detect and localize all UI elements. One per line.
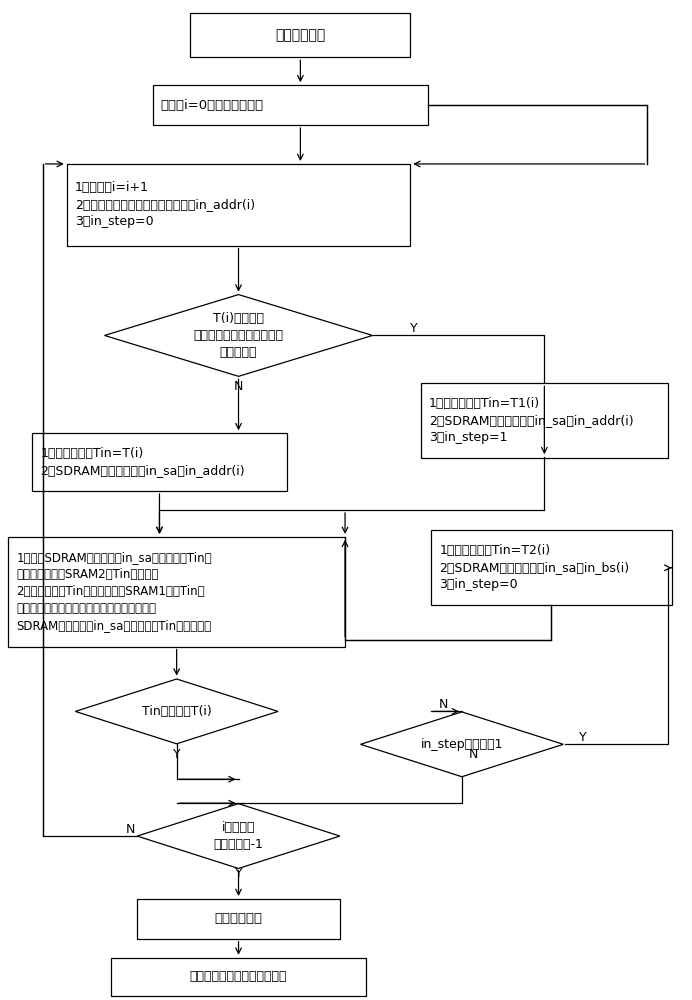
Text: Y: Y xyxy=(410,322,418,335)
FancyBboxPatch shape xyxy=(111,958,365,996)
Text: 集中刷新阶段: 集中刷新阶段 xyxy=(215,912,262,925)
Text: i是否等于
最大支路数-1: i是否等于 最大支路数-1 xyxy=(214,821,264,851)
Polygon shape xyxy=(137,804,340,868)
Text: Tin是否等于T(i): Tin是否等于T(i) xyxy=(142,705,212,718)
Text: 卷积交织开始: 卷积交织开始 xyxy=(275,28,325,42)
Text: 1、读出SDRAM中首地址为in_sa开始的连续Tin个
单元内容，存入SRAM2的Tin个单元中
2、将需交织的Tin个符号内容从SRAM1中的Tin个
单元: 1、读出SDRAM中首地址为in_sa开始的连续Tin个 单元内容，存入SRAM… xyxy=(17,551,212,632)
FancyBboxPatch shape xyxy=(190,13,410,57)
Text: 一帧数据卷积交织结束，等待: 一帧数据卷积交织结束，等待 xyxy=(190,970,287,983)
Text: N: N xyxy=(126,823,136,836)
Text: in_step是否等于1: in_step是否等于1 xyxy=(421,738,503,751)
FancyBboxPatch shape xyxy=(153,85,428,125)
Text: 1、读写数据量Tin=T(i)
2、SDRAM的交织首地址in_sa为in_addr(i): 1、读写数据量Tin=T(i) 2、SDRAM的交织首地址in_sa为in_ad… xyxy=(41,447,245,477)
Text: Y: Y xyxy=(235,867,242,880)
Polygon shape xyxy=(75,679,278,744)
Text: 1、支路数i=i+1
2、获得所在支路需交织的起始地址in_addr(i)
3、in_step=0: 1、支路数i=i+1 2、获得所在支路需交织的起始地址in_addr(i) 3、… xyxy=(75,181,255,228)
FancyBboxPatch shape xyxy=(137,899,340,939)
FancyBboxPatch shape xyxy=(66,164,410,246)
Text: 1、读写数据量Tin=T2(i)
2、SDRAM的交织首地址in_sa为in_bs(i)
3、in_step=0: 1、读写数据量Tin=T2(i) 2、SDRAM的交织首地址in_sa为in_b… xyxy=(439,544,629,591)
Text: N: N xyxy=(439,698,448,711)
FancyBboxPatch shape xyxy=(8,537,345,647)
Text: 1、读写数据量Tin=T1(i)
2、SDRAM的交织首地址in_sa为in_addr(i)
3、in_step=1: 1、读写数据量Tin=T1(i) 2、SDRAM的交织首地址in_sa为in_a… xyxy=(429,397,634,444)
Text: 支路数i=0，数据直通阶段: 支路数i=0，数据直通阶段 xyxy=(161,99,264,112)
Text: N: N xyxy=(468,748,478,761)
Text: N: N xyxy=(234,380,243,393)
Text: Y: Y xyxy=(579,731,586,744)
Text: Y: Y xyxy=(173,748,181,761)
Polygon shape xyxy=(361,712,563,777)
Text: T(i)是否超过
到当前支路最大容量可进行
读写的单元: T(i)是否超过 到当前支路最大容量可进行 读写的单元 xyxy=(194,312,284,359)
Polygon shape xyxy=(104,295,372,376)
FancyBboxPatch shape xyxy=(431,530,671,605)
FancyBboxPatch shape xyxy=(33,433,286,491)
FancyBboxPatch shape xyxy=(421,383,668,458)
